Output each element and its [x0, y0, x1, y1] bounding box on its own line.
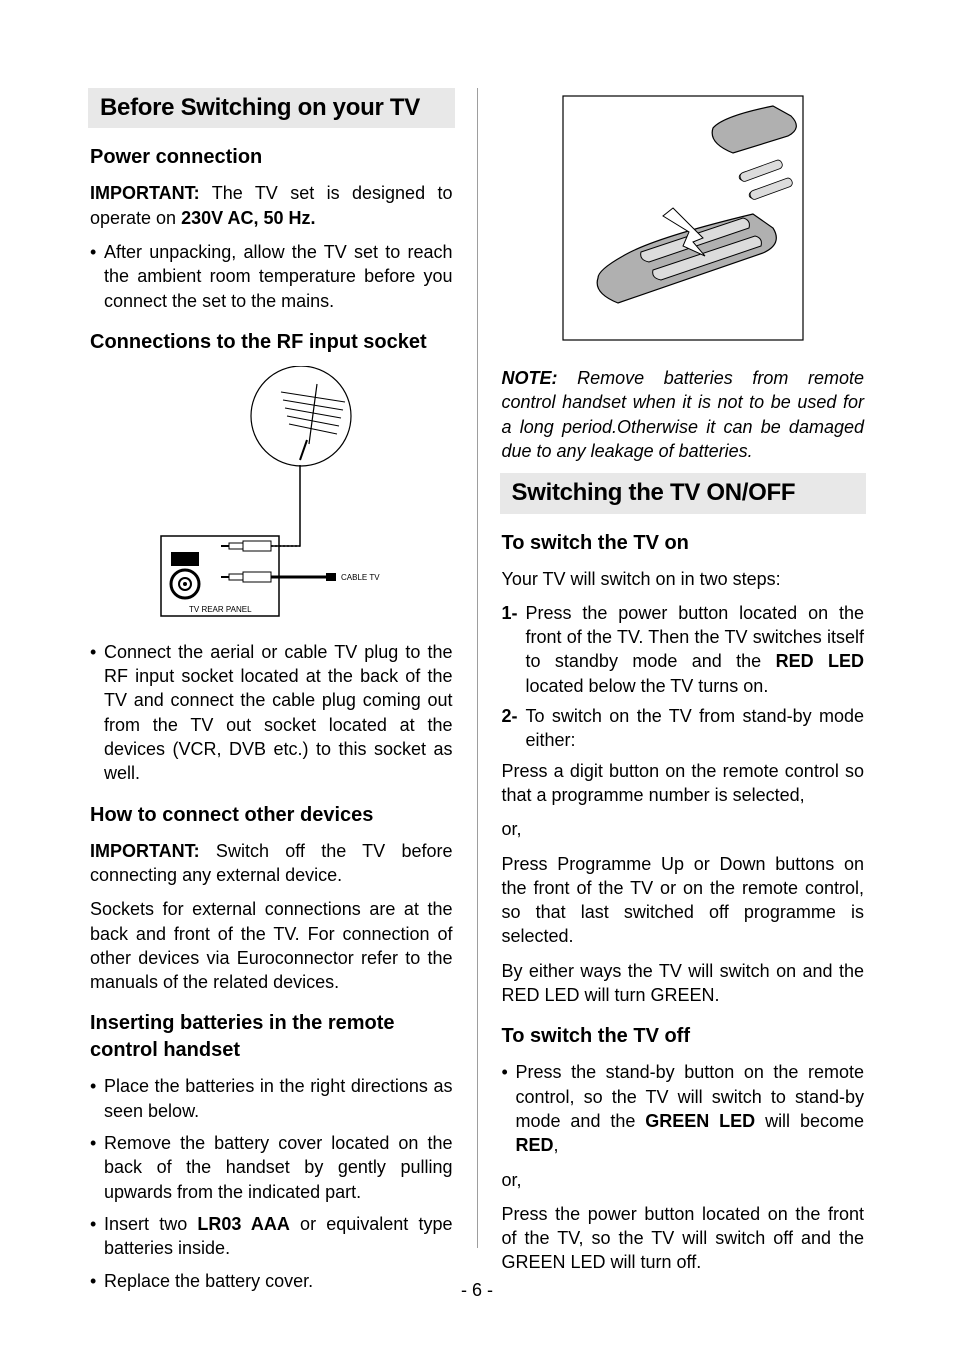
- page-number: - 6 -: [461, 1280, 493, 1301]
- remote-diagram: [543, 88, 823, 348]
- or-2: or,: [502, 1168, 865, 1192]
- step-2-text: To switch on the TV from stand-by mode e…: [526, 704, 865, 753]
- press-updown-paragraph: Press Programme Up or Down buttons on th…: [502, 852, 865, 949]
- unpack-list: After unpacking, allow the TV set to rea…: [90, 240, 453, 313]
- step-1: 1- Press the power button located on the…: [502, 601, 865, 698]
- heading-rf-connections: Connections to the RF input socket: [90, 329, 453, 356]
- press-digit-paragraph: Press a digit button on the remote contr…: [502, 759, 865, 808]
- step-1-text: Press the power button located on the fr…: [526, 601, 865, 698]
- sockets-paragraph: Sockets for external connections are at …: [90, 897, 453, 994]
- bullet-replace: Replace the battery cover.: [90, 1269, 453, 1293]
- step1-bold: RED LED: [776, 651, 864, 671]
- off-mid: will become: [755, 1111, 864, 1131]
- off-post: ,: [554, 1135, 559, 1155]
- aerial-list: Connect the aerial or cable TV plug to t…: [90, 640, 453, 786]
- cable-tv-label: CABLE TV: [341, 573, 380, 582]
- heading-power-connection: Power connection: [90, 144, 453, 171]
- battery-list: Place the batteries in the right directi…: [90, 1074, 453, 1292]
- heading-switch-off: To switch the TV off: [502, 1023, 865, 1050]
- page-columns: Before Switching on your TV Power connec…: [80, 88, 874, 1248]
- rear-panel-label: TV REAR PANEL: [189, 605, 252, 614]
- insert-pre: Insert two: [104, 1214, 197, 1234]
- bullet-switch-off: Press the stand-by button on the remote …: [502, 1060, 865, 1157]
- off-power-paragraph: Press the power button located on the fr…: [502, 1202, 865, 1275]
- off-red: RED: [516, 1135, 554, 1155]
- rf-diagram: TV REAR PANEL 75Ω: [131, 366, 411, 626]
- bullet-insert: Insert two LR03 AAA or equivalent type b…: [90, 1212, 453, 1261]
- left-column: Before Switching on your TV Power connec…: [80, 88, 478, 1248]
- green-led-paragraph: By either ways the TV will switch on and…: [502, 959, 865, 1008]
- or-1: or,: [502, 817, 865, 841]
- off-green-led: GREEN LED: [645, 1111, 755, 1131]
- bullet-remove: Remove the battery cover located on the …: [90, 1131, 453, 1204]
- bullet-unpack: After unpacking, allow the TV set to rea…: [90, 240, 453, 313]
- step-2-number: 2-: [502, 704, 526, 753]
- step-1-number: 1-: [502, 601, 526, 698]
- important-spec: 230V AC, 50 Hz.: [181, 208, 315, 228]
- power-important-paragraph: IMPORTANT: The TV set is designed to ope…: [90, 181, 453, 230]
- note-label: NOTE:: [502, 368, 558, 388]
- step1-post: located below the TV turns on.: [526, 676, 769, 696]
- important2-label: IMPORTANT:: [90, 841, 200, 861]
- right-column: NOTE: Remove batteries from remote contr…: [478, 88, 875, 1248]
- insert-bold: LR03 AAA: [197, 1214, 290, 1234]
- bullet-place: Place the batteries in the right directi…: [90, 1074, 453, 1123]
- important-label: IMPORTANT:: [90, 183, 200, 203]
- other-important-paragraph: IMPORTANT: Switch off the TV before conn…: [90, 839, 453, 888]
- heading-before-switching: Before Switching on your TV: [88, 88, 455, 128]
- switch-off-list: Press the stand-by button on the remote …: [502, 1060, 865, 1157]
- heading-other-devices: How to connect other devices: [90, 802, 453, 829]
- bullet-aerial: Connect the aerial or cable TV plug to t…: [90, 640, 453, 786]
- heading-batteries: Inserting batteries in the remote contro…: [90, 1010, 453, 1064]
- switch-on-intro: Your TV will switch on in two steps:: [502, 567, 865, 591]
- note-paragraph: NOTE: Remove batteries from remote contr…: [502, 366, 865, 463]
- heading-switch-on: To switch the TV on: [502, 530, 865, 557]
- heading-switching-onoff: Switching the TV ON/OFF: [500, 473, 867, 513]
- step-2: 2- To switch on the TV from stand-by mod…: [502, 704, 865, 753]
